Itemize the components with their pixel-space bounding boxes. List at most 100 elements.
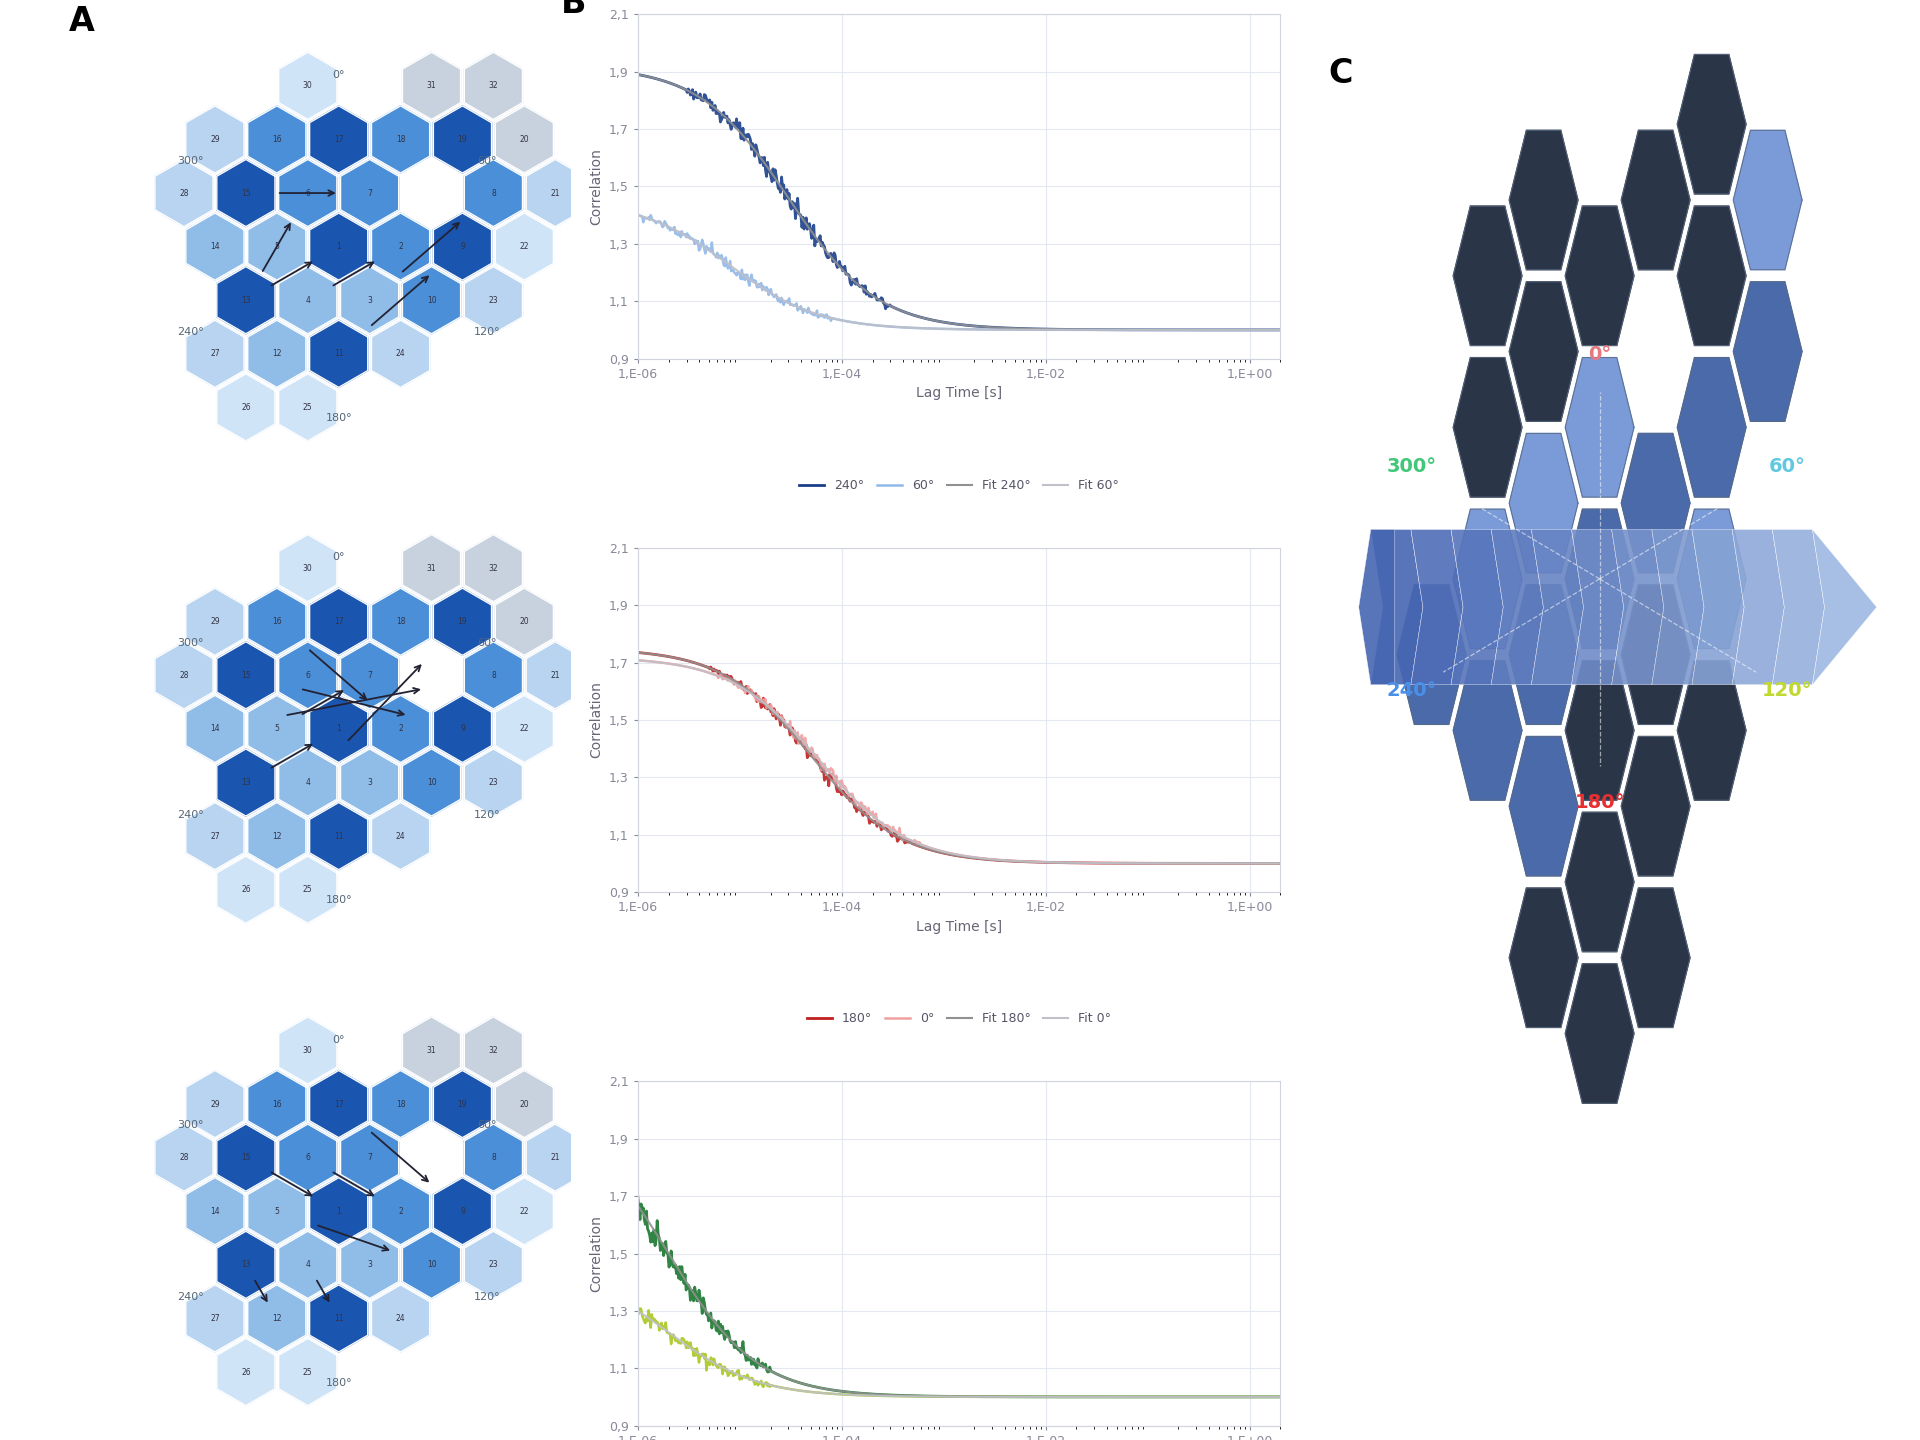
Text: 4: 4 (305, 778, 311, 788)
Text: 32: 32 (488, 1045, 497, 1056)
Text: 13: 13 (242, 1260, 252, 1269)
Text: 17: 17 (334, 135, 344, 144)
Polygon shape (434, 1070, 492, 1138)
Polygon shape (1678, 510, 1745, 648)
Polygon shape (217, 374, 275, 441)
Polygon shape (1509, 433, 1578, 573)
Polygon shape (403, 266, 461, 334)
Text: Direction: 86°: Direction: 86° (1532, 1133, 1667, 1153)
Polygon shape (1509, 585, 1578, 724)
Text: 29: 29 (209, 135, 219, 144)
Polygon shape (1509, 130, 1578, 269)
Text: 21: 21 (551, 1153, 561, 1162)
Text: 1: 1 (336, 242, 342, 251)
Text: 20: 20 (520, 618, 530, 626)
Polygon shape (248, 1284, 305, 1352)
Text: 120°: 120° (474, 809, 501, 819)
Text: 12: 12 (273, 832, 282, 841)
Text: 22: 22 (520, 242, 530, 251)
Polygon shape (309, 1284, 369, 1352)
X-axis label: Lag Time [s]: Lag Time [s] (916, 386, 1002, 400)
Text: 20: 20 (520, 1100, 530, 1109)
Text: 15: 15 (242, 189, 252, 197)
Text: 240°: 240° (177, 327, 204, 337)
Text: 10: 10 (426, 778, 436, 788)
Polygon shape (465, 266, 522, 334)
Polygon shape (186, 1178, 244, 1244)
Text: 14: 14 (209, 242, 219, 251)
Polygon shape (371, 696, 430, 763)
Text: 3: 3 (367, 295, 372, 305)
Polygon shape (1453, 357, 1523, 497)
Polygon shape (340, 749, 399, 816)
Polygon shape (1453, 510, 1523, 648)
Text: 4: 4 (305, 1260, 311, 1269)
Polygon shape (1692, 530, 1743, 685)
Text: 11: 11 (334, 1313, 344, 1323)
Polygon shape (1398, 585, 1467, 724)
Polygon shape (340, 160, 399, 226)
Text: 24: 24 (396, 350, 405, 359)
Polygon shape (1678, 357, 1745, 497)
Polygon shape (371, 213, 430, 281)
Polygon shape (1620, 433, 1690, 573)
Polygon shape (403, 534, 461, 602)
Polygon shape (1772, 530, 1824, 685)
Polygon shape (403, 1017, 461, 1084)
Polygon shape (1620, 130, 1690, 269)
Text: 30: 30 (303, 81, 313, 91)
Text: 300°: 300° (177, 638, 204, 648)
Polygon shape (495, 1070, 553, 1138)
Text: 5: 5 (275, 1207, 278, 1215)
Polygon shape (526, 1125, 584, 1191)
Text: 0°: 0° (332, 71, 346, 81)
Text: 30: 30 (303, 1045, 313, 1056)
Text: 31: 31 (426, 1045, 436, 1056)
Text: 300°: 300° (1386, 458, 1436, 477)
X-axis label: Lag Time [s]: Lag Time [s] (916, 920, 1002, 933)
Text: 120°: 120° (1763, 681, 1812, 700)
Text: 26: 26 (242, 886, 252, 894)
Polygon shape (278, 160, 336, 226)
Text: 26: 26 (242, 1368, 252, 1377)
Text: 23: 23 (488, 295, 497, 305)
Text: 21: 21 (551, 671, 561, 680)
Polygon shape (1678, 206, 1745, 346)
Text: 18: 18 (396, 1100, 405, 1109)
Text: A: A (69, 6, 96, 39)
Text: 14: 14 (209, 724, 219, 733)
Y-axis label: Correlation: Correlation (589, 1215, 603, 1292)
Polygon shape (1678, 55, 1745, 194)
Polygon shape (186, 213, 244, 281)
Text: 9: 9 (461, 1207, 465, 1215)
Text: 27: 27 (209, 350, 219, 359)
Polygon shape (248, 320, 305, 387)
Text: 9: 9 (461, 242, 465, 251)
Polygon shape (526, 642, 584, 708)
Polygon shape (1359, 530, 1394, 685)
Polygon shape (1565, 206, 1634, 346)
Polygon shape (371, 1070, 430, 1138)
Text: 15: 15 (242, 1153, 252, 1162)
Text: 120°: 120° (474, 1292, 501, 1302)
Text: 300°: 300° (177, 156, 204, 166)
Polygon shape (186, 320, 244, 387)
Polygon shape (495, 696, 553, 763)
Polygon shape (434, 696, 492, 763)
Polygon shape (1734, 130, 1803, 269)
Text: 300°: 300° (177, 1120, 204, 1130)
Text: 31: 31 (426, 81, 436, 91)
Polygon shape (1509, 736, 1578, 876)
Text: 60°: 60° (478, 156, 497, 166)
Text: 6: 6 (305, 189, 311, 197)
Polygon shape (186, 1284, 244, 1352)
Y-axis label: Correlation: Correlation (589, 681, 603, 759)
Text: 180°: 180° (324, 896, 351, 906)
Text: 7: 7 (367, 671, 372, 680)
Text: 19: 19 (457, 618, 467, 626)
Polygon shape (340, 1231, 399, 1299)
Polygon shape (1565, 963, 1634, 1103)
Polygon shape (1571, 530, 1624, 685)
Polygon shape (278, 266, 336, 334)
Polygon shape (1453, 661, 1523, 801)
